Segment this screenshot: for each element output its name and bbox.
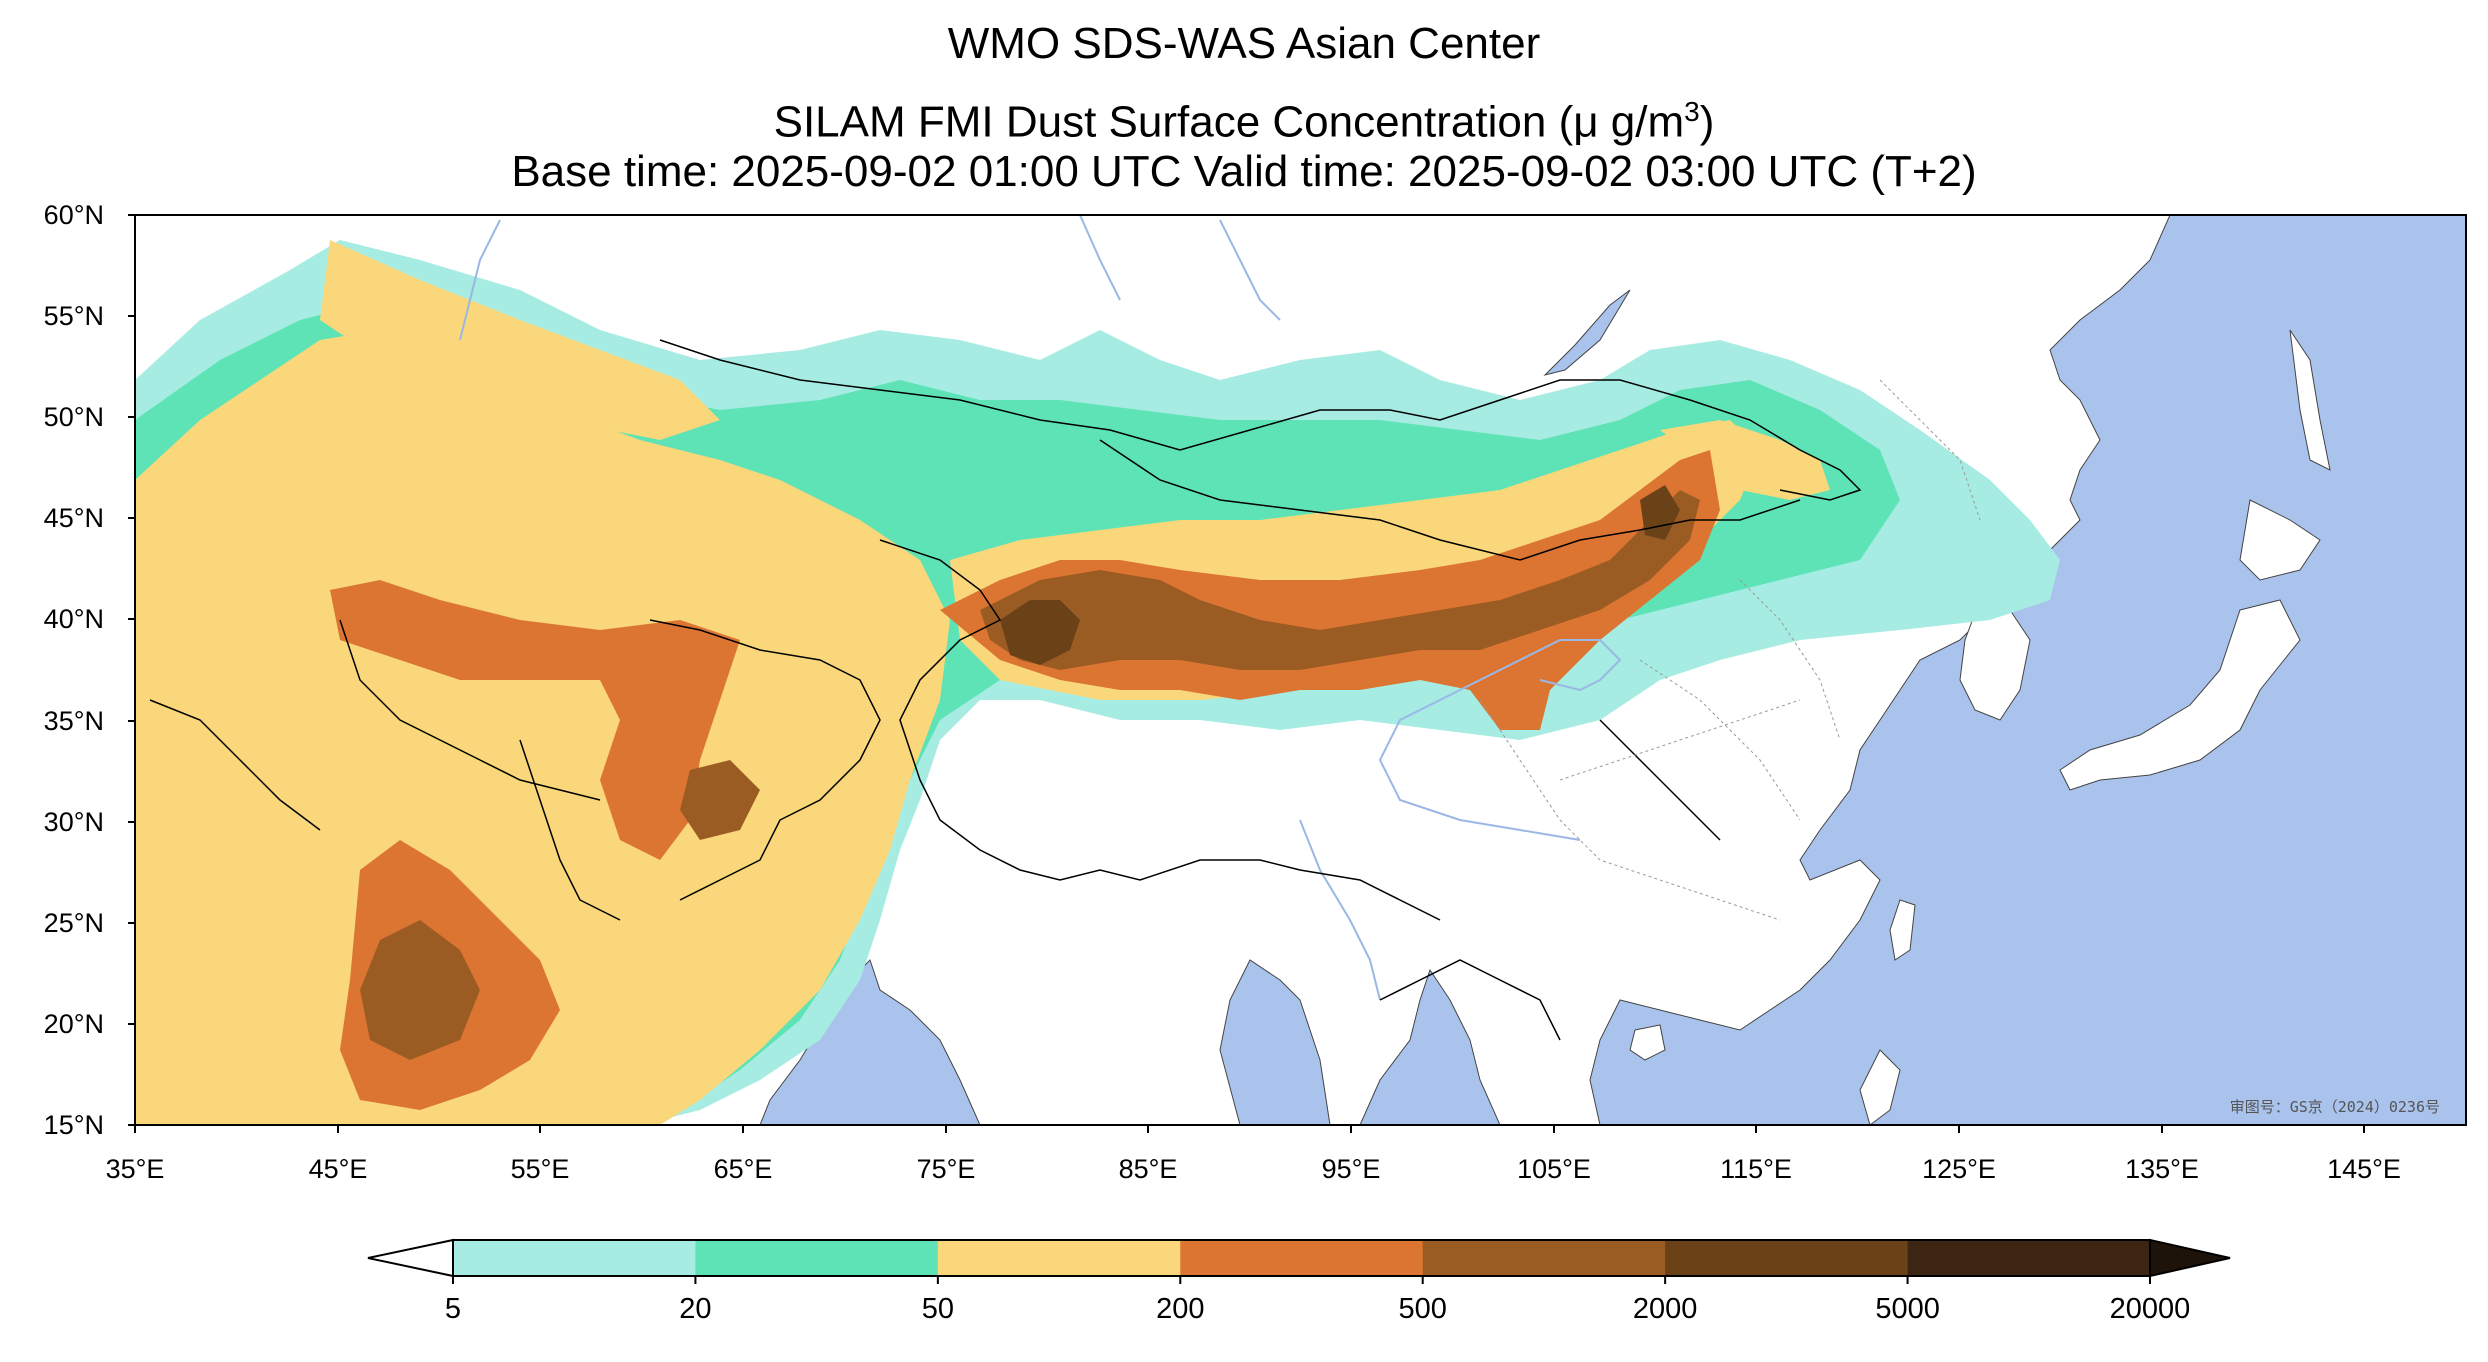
lon-tick-label: 35°E (106, 1154, 165, 1184)
colorbar-tick-label: 500 (1399, 1293, 1447, 1325)
colorbar: 5 20 50 200 500 2000 5000 20000 (367, 1238, 2231, 1325)
colorbar-box (695, 1240, 939, 1276)
colorbar-box (937, 1240, 1181, 1276)
chart-title: WMO SDS-WAS Asian Center (947, 19, 1541, 68)
lat-tick-label: 25°N (44, 908, 104, 938)
map-frame (134, 214, 2467, 1126)
subtitle-prefix: SILAM FMI Dust Surface Concentration ( (773, 97, 1574, 147)
lon-tick-label: 95°E (1322, 1154, 1381, 1184)
dust-level-2000-5000 (1000, 485, 1680, 665)
map-area: 审图号：GS京（2024）0236号 (135, 215, 2466, 1125)
lat-tick-labels: 60°N 55°N 50°N 45°N 40°N 35°N 30°N 25°N … (44, 200, 104, 1140)
lon-tick-label: 75°E (917, 1154, 976, 1184)
hainan (1629, 1024, 1666, 1061)
chart-times: Base time: 2025-09-02 01:00 UTC Valid ti… (511, 147, 1977, 196)
lat-tick-label: 55°N (44, 301, 104, 331)
lon-tick-label: 105°E (1517, 1154, 1591, 1184)
colorbar-box (1180, 1240, 1424, 1276)
colorbar-tick-label: 50 (922, 1293, 954, 1325)
colorbar-ticks: 5 20 50 200 500 2000 5000 20000 (445, 1276, 2190, 1325)
hokkaido (2239, 499, 2321, 581)
colorbar-tick-label: 2000 (1633, 1293, 1698, 1325)
colorbar-tick-label: 20 (679, 1293, 711, 1325)
colorbar-tick-label: 200 (1156, 1293, 1204, 1325)
rivers (459, 215, 1622, 1001)
colorbar-extend-high (2149, 1238, 2231, 1278)
lon-tick-label: 115°E (1720, 1154, 1792, 1184)
colorbar-box (1665, 1240, 1909, 1276)
colorbar-outline (452, 1239, 2151, 1277)
dust-level-500-2000 (360, 490, 1700, 1060)
lon-axis (134, 1125, 2365, 1133)
colorbar-boxes (453, 1240, 2151, 1276)
lon-tick-label: 135°E (2125, 1154, 2199, 1184)
japan (2059, 599, 2301, 791)
luzon (1859, 1049, 1901, 1125)
subtitle-suffix: ) (1699, 97, 1715, 147)
colorbar-tick-label: 20000 (2110, 1293, 2191, 1325)
colorbar-box (1422, 1240, 1666, 1276)
taiwan (1889, 899, 1916, 961)
lat-tick-label: 30°N (44, 807, 104, 837)
lon-tick-label: 45°E (309, 1154, 368, 1184)
approval-number: 审图号：GS京（2024）0236号 (2230, 1098, 2440, 1116)
lat-tick-label: 40°N (44, 604, 104, 634)
lat-tick-label: 20°N (44, 1009, 104, 1039)
lon-tick-label: 65°E (714, 1154, 773, 1184)
lon-tick-label: 85°E (1119, 1154, 1178, 1184)
lat-tick-label: 45°N (44, 503, 104, 533)
colorbar-box (453, 1240, 696, 1276)
lat-tick-label: 15°N (44, 1110, 104, 1140)
lon-tick-label: 55°E (511, 1154, 570, 1184)
subtitle-exponent: 3 (1684, 96, 1700, 127)
colorbar-box (1907, 1240, 2151, 1276)
subtitle-unit: μ g/m (1573, 97, 1685, 147)
lat-tick-label: 60°N (44, 200, 104, 230)
colorbar-tick-label: 5000 (1875, 1293, 1940, 1325)
colorbar-tick-label: 5 (445, 1293, 461, 1325)
lat-tick-label: 35°N (44, 706, 104, 736)
sakhalin (2289, 329, 2331, 471)
lake-baikal (1543, 289, 1631, 376)
chart-subtitle: SILAM FMI Dust Surface Concentration (μ … (0, 86, 2488, 149)
country-borders (149, 339, 1862, 1041)
lat-tick-label: 50°N (44, 402, 104, 432)
lon-tick-label: 145°E (2327, 1154, 2401, 1184)
lat-axis (128, 214, 135, 1126)
lon-tick-label: 125°E (1922, 1154, 1996, 1184)
colorbar-extend-low (367, 1238, 454, 1278)
korea-peninsula (1959, 599, 2031, 721)
lon-tick-labels: 35°E 45°E 55°E 65°E 75°E 85°E 95°E 105°E… (106, 1154, 2401, 1184)
province-borders (1479, 379, 1981, 921)
